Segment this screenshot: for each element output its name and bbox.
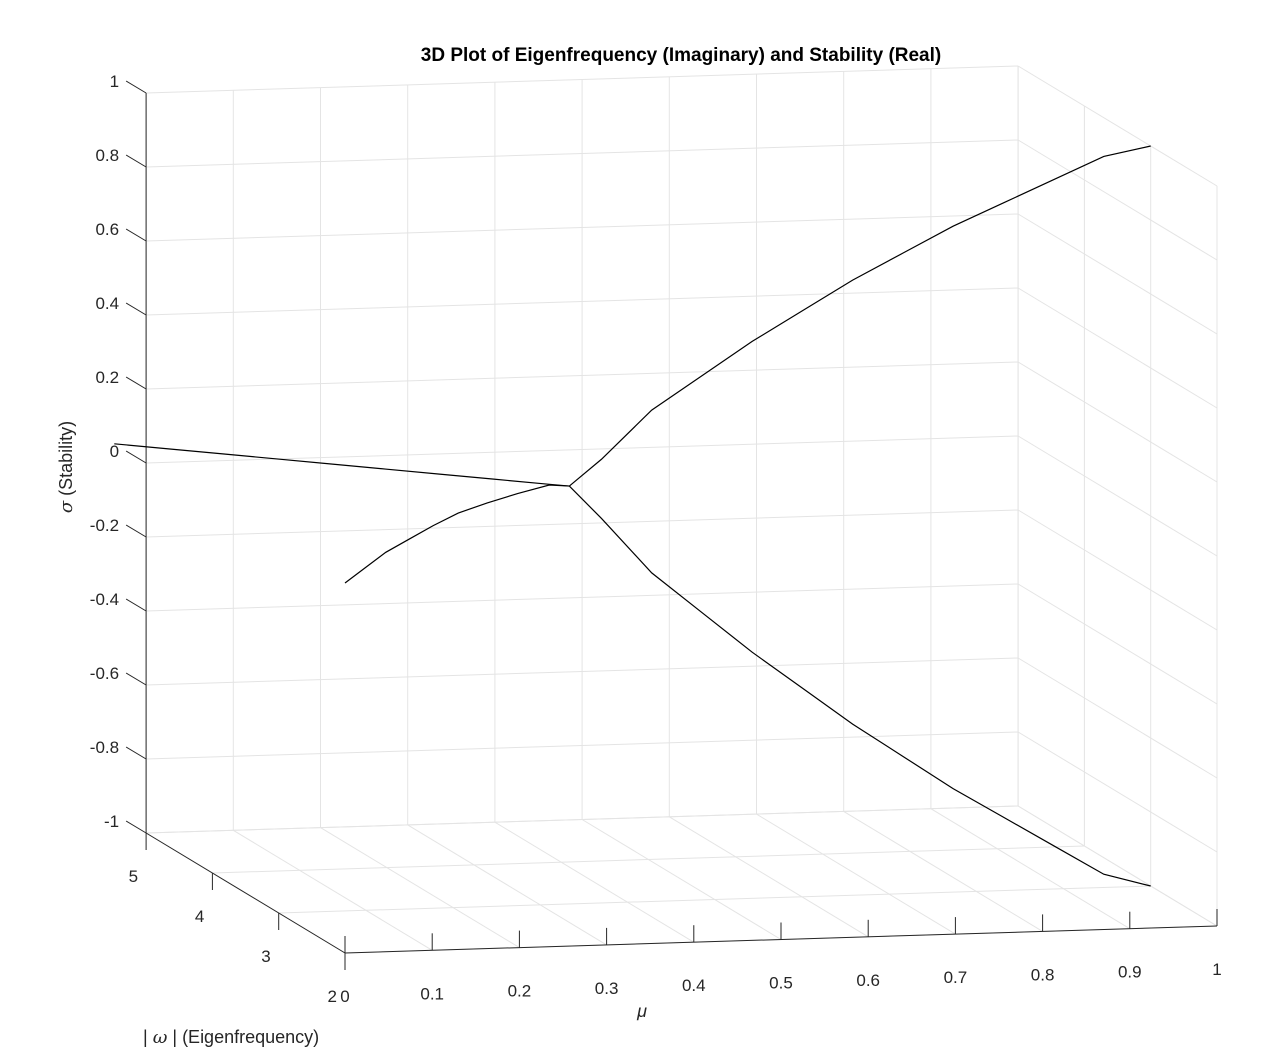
floor-gridline-x (669, 816, 869, 938)
floor-gridline-x (1017, 805, 1218, 927)
y-tick-label: 3 (261, 947, 270, 966)
x-tick-label: 0.4 (682, 976, 706, 995)
side-wall-gridline-z (1017, 583, 1218, 705)
side-wall-gridline-z (1017, 509, 1218, 631)
z-tick (125, 746, 147, 760)
label-layer: 0 0.1 0.2 0.3 0.4 0.5 0.6 0.7 0.8 0.9 1 2 3 4 5 -1 -0.8 -… (90, 72, 1222, 1006)
y-axis-label-symbol: ω (153, 1027, 168, 1048)
y-axis-label: | ω | (Eigenfrequency) (143, 1027, 319, 1048)
y-tick-label: 2 (328, 987, 337, 1006)
side-wall-gridline-z (1017, 213, 1218, 335)
x-tick-label: 0.9 (1118, 963, 1142, 982)
x-tick-label: 1 (1212, 960, 1221, 979)
x-tick-label: 0.2 (508, 982, 532, 1001)
y-axis-label-bar-left: | (143, 1027, 153, 1047)
floor-gridline-y (278, 885, 1151, 914)
x-tick-label: 0 (340, 987, 349, 1006)
side-wall-gridline-z (1017, 657, 1218, 779)
floor-gridline-x (756, 813, 956, 935)
x-tick-label: 0.7 (944, 968, 968, 987)
z-tick-label: -0.4 (90, 590, 119, 609)
floor-gridline-x (843, 810, 1043, 932)
z-tick (125, 598, 147, 612)
back-wall-gridline-z (146, 65, 1019, 94)
z-tick-label: 0.2 (95, 368, 119, 387)
z-tick (125, 820, 147, 834)
floor-gridline-x (930, 808, 1131, 930)
z-tick-label: 1 (110, 72, 119, 91)
z-tick-label: 0 (110, 442, 119, 461)
x-axis-label: μ (636, 1001, 647, 1021)
chart-title: 3D Plot of Eigenfrequency (Imaginary) an… (421, 45, 941, 66)
z-tick (125, 450, 147, 464)
axis-layer (125, 80, 1218, 970)
x-tick-label: 0.5 (769, 974, 793, 993)
z-axis-label: σ (Stability) (56, 421, 77, 513)
z-tick (125, 524, 147, 538)
x-tick-label: 0.8 (1031, 965, 1055, 984)
back-wall-gridline-z (146, 509, 1019, 538)
z-tick-label: 0.4 (95, 294, 119, 313)
y-tick-label: 5 (129, 867, 138, 886)
z-tick-label: -0.6 (90, 664, 119, 683)
z-tick (125, 302, 147, 316)
z-tick-label: 0.8 (95, 146, 119, 165)
z-tick (125, 228, 147, 242)
side-wall-gridline-z (1017, 139, 1218, 261)
z-axis-label-text: (Stability) (56, 421, 76, 496)
y-axis-label-text: (Eigenfrequency) (182, 1027, 319, 1047)
x-tick-label: 0.3 (595, 979, 619, 998)
z-axis-label-symbol: σ (56, 500, 77, 513)
grid-layer (145, 65, 1218, 954)
floor-gridline-x (407, 824, 607, 946)
z-tick (125, 672, 147, 686)
back-wall-gridline-z (146, 287, 1019, 316)
back-wall-gridline-z (146, 583, 1019, 612)
y-axis-line (145, 832, 346, 954)
curve-layer (114, 145, 1151, 887)
z-tick (125, 154, 147, 168)
floor-gridline-x (494, 821, 695, 943)
y-axis-label-bar-right: | (167, 1027, 182, 1047)
back-wall-gridline-z (146, 213, 1019, 242)
series-line-1 (114, 145, 1151, 487)
side-wall-gridline-z (1017, 65, 1218, 187)
floor-gridline-x (233, 829, 433, 951)
z-tick-label: -1 (104, 812, 119, 831)
floor-gridline-y (212, 845, 1085, 874)
back-wall-gridline-z (146, 657, 1019, 686)
x-tick-label: 0.1 (420, 984, 444, 1003)
z-tick-label: 0.6 (95, 220, 119, 239)
z-tick-label: -0.2 (90, 516, 119, 535)
z-tick (125, 376, 147, 390)
side-wall-gridline-z (1017, 287, 1218, 409)
side-wall-gridline-z (1017, 361, 1218, 483)
z-tick (125, 80, 147, 94)
back-wall-gridline-z (146, 139, 1019, 168)
y-tick-label: 4 (195, 907, 204, 926)
floor-gridline-x (581, 819, 782, 940)
floor-gridline-y (146, 805, 1019, 834)
z-tick-label: -0.8 (90, 738, 119, 757)
back-wall-gridline-z (146, 435, 1019, 464)
x-tick-label: 0.6 (856, 971, 880, 990)
back-wall-gridline-z (146, 361, 1019, 390)
side-wall-gridline-z (1017, 731, 1218, 853)
series-line-2 (344, 484, 1151, 887)
floor-gridline-x (320, 827, 520, 949)
side-wall-gridline-z (1017, 435, 1218, 557)
